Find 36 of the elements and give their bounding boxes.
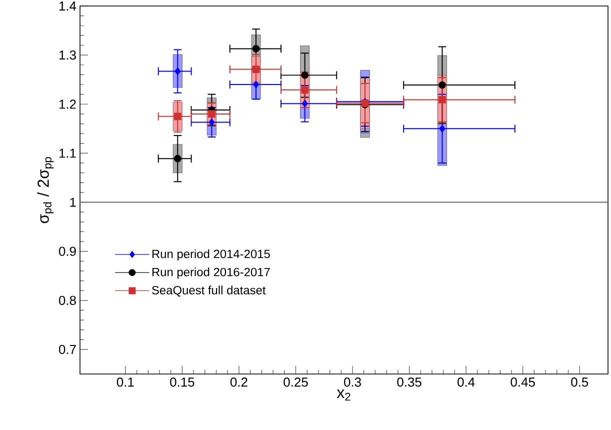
point bbox=[438, 96, 446, 104]
legend-label: Run period 2016-2017 bbox=[152, 268, 270, 279]
legend-label: SeaQuest full dataset bbox=[152, 286, 266, 297]
x-tick-label: 0.1 bbox=[116, 378, 134, 387]
x-tick-label: 0.2 bbox=[230, 378, 248, 387]
y-tick-label: 1.1 bbox=[59, 148, 76, 158]
point bbox=[253, 80, 259, 88]
y-tick-label: 0.7 bbox=[58, 344, 76, 354]
y-tick-label: 1.4 bbox=[59, 2, 76, 10]
y-tick-label: 0.9 bbox=[58, 246, 76, 256]
x-tick-label: 0.15 bbox=[170, 378, 194, 387]
point bbox=[252, 45, 260, 52]
x-tick-label: 0.35 bbox=[397, 378, 422, 387]
point bbox=[301, 86, 309, 94]
point bbox=[438, 81, 446, 89]
legend-label: Run period 2014-2015 bbox=[152, 249, 270, 261]
x-tick-label: 0.5 bbox=[571, 378, 588, 387]
x-tick-label: 0.45 bbox=[510, 378, 535, 387]
point bbox=[302, 100, 308, 108]
y-tick-label: 1.2 bbox=[59, 100, 76, 109]
x-tick-label: 0.4 bbox=[458, 378, 475, 387]
y-tick-label: 0.8 bbox=[58, 296, 76, 305]
point bbox=[208, 118, 215, 126]
point bbox=[174, 154, 182, 162]
x-axis-title: x$_{2}$ bbox=[336, 390, 350, 401]
point bbox=[174, 112, 182, 120]
y-tick-label: 1 bbox=[70, 198, 76, 207]
point bbox=[301, 72, 309, 79]
point bbox=[252, 66, 260, 73]
y-tick-label: 1.3 bbox=[59, 50, 76, 60]
point bbox=[174, 68, 181, 75]
point bbox=[439, 124, 446, 132]
y-axis-title: σ$_{pd}$ / 2σ$_{pp}$ bbox=[37, 157, 54, 224]
x-tick-label: 0.3 bbox=[344, 378, 361, 387]
point bbox=[208, 110, 216, 118]
x-tick-label: 0.25 bbox=[284, 378, 308, 387]
